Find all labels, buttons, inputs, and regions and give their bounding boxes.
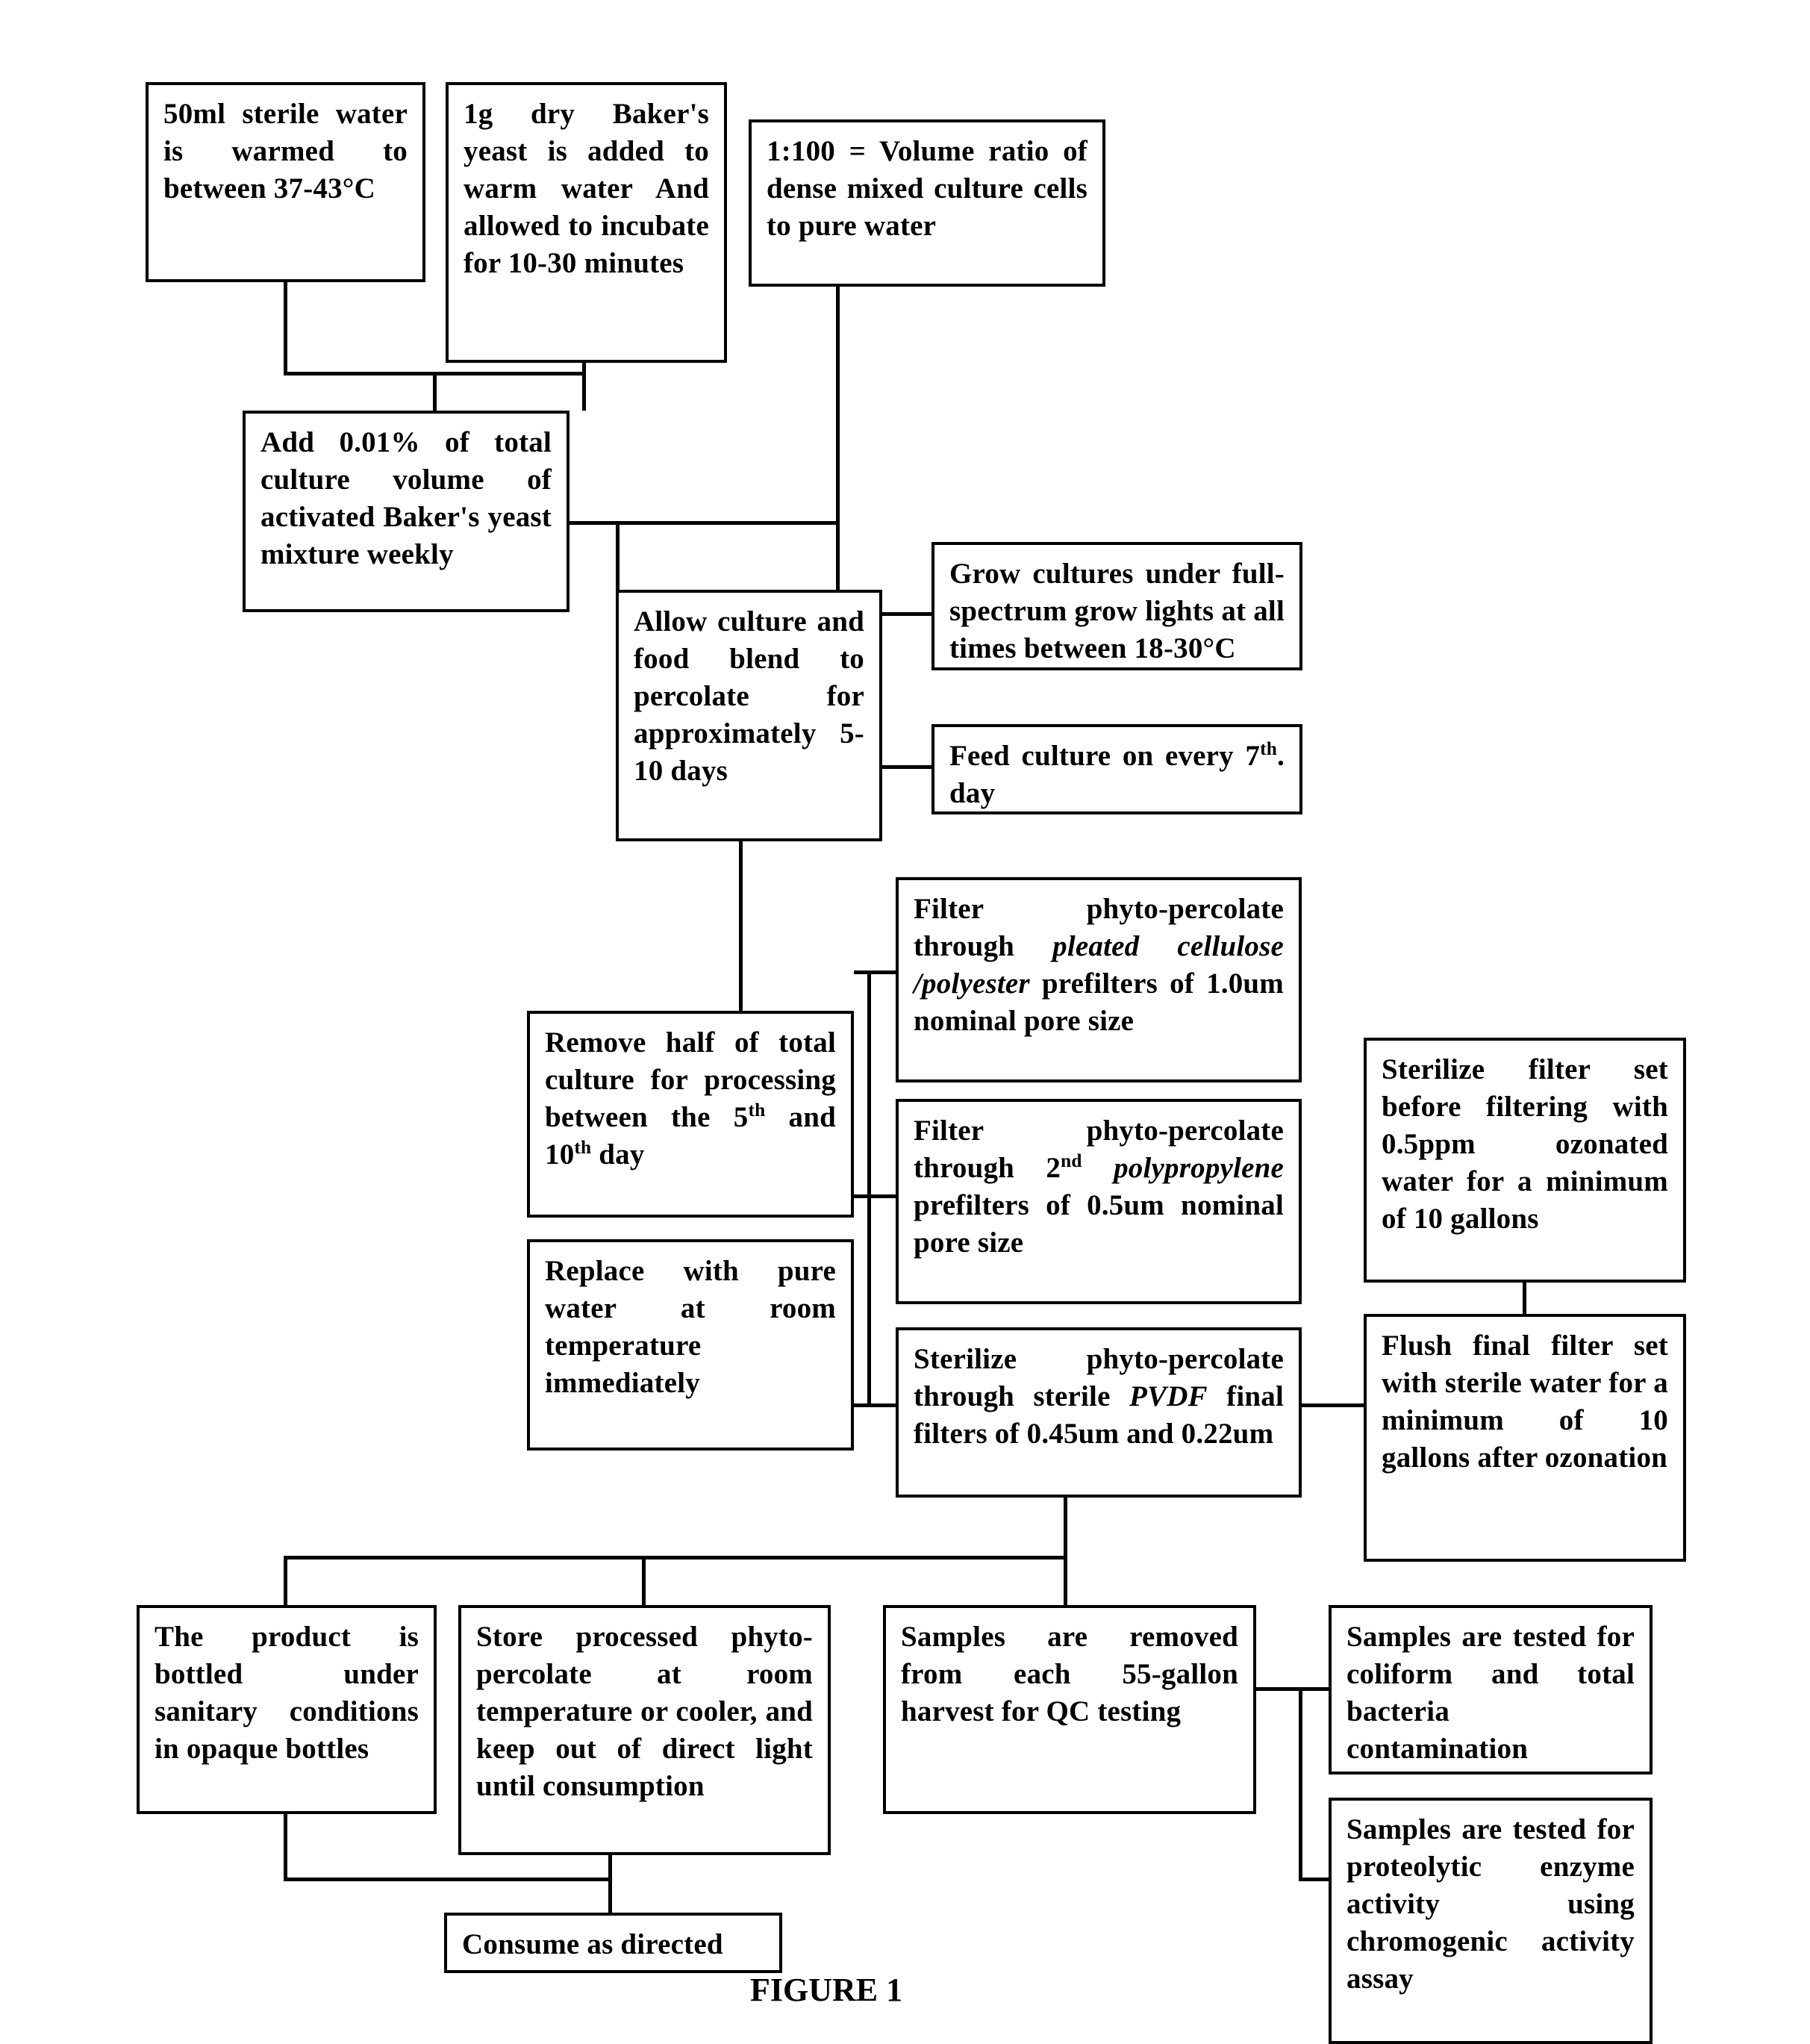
node-store-percolate: Store processed phyto-percolate at room … (458, 1605, 831, 1855)
connector (608, 1855, 612, 1913)
connector (582, 363, 586, 411)
connector (284, 282, 287, 376)
node-add-yeast-weekly: Add 0.01% of total culture volume of act… (243, 411, 569, 612)
connector (616, 521, 620, 590)
node-grow-lights: Grow cultures under full-spectrum grow l… (931, 542, 1302, 670)
node-test-proteolytic: Samples are tested for proteolytic enzym… (1329, 1798, 1653, 2044)
node-bottled: The product is bottled under sanitary co… (137, 1605, 437, 1814)
node-qc-samples: Samples are removed from each 55-gallon … (883, 1605, 1256, 1814)
node-sterilize-filter-set: Sterilize filter set before filtering wi… (1364, 1038, 1686, 1283)
node-flush-filter-set: Flush final filter set with sterile wate… (1364, 1314, 1686, 1562)
node-volume-ratio: 1:100 = Volume ratio of dense mixed cult… (749, 119, 1105, 287)
connector (854, 1194, 896, 1198)
connector (284, 1556, 287, 1605)
node-test-coliform: Samples are tested for coliform and tota… (1329, 1605, 1653, 1775)
connector (1299, 1687, 1302, 1881)
flowchart-canvas: 50ml sterile water is warmed to between … (0, 0, 1810, 2021)
figure-caption: FIGURE 1 (750, 1971, 902, 2009)
connector (284, 1878, 612, 1881)
connector (1064, 1556, 1067, 1605)
node-pvdf-filters: Sterilize phyto-percolate through steril… (896, 1327, 1302, 1498)
connector (882, 612, 931, 616)
connector (739, 841, 743, 1011)
node-feed-7th-day: Feed culture on every 7th. day (931, 724, 1302, 814)
node-filter-cellulose: Filter phyto-percolate through pleated c… (896, 877, 1302, 1082)
connector (642, 1556, 646, 1605)
connector (1064, 1498, 1067, 1557)
connector (1523, 1283, 1526, 1314)
connector (284, 1556, 1067, 1560)
node-percolate-5-10: Allow culture and food blend to percolat… (616, 590, 882, 841)
connector (836, 287, 840, 593)
connector (854, 970, 896, 974)
connector (854, 1403, 896, 1407)
connector (433, 372, 437, 411)
connector (867, 970, 871, 1407)
connector (569, 521, 840, 525)
node-consume: Consume as directed (444, 1913, 782, 1973)
connector (1256, 1687, 1329, 1691)
node-filter-polypropylene: Filter phyto-percolate through 2nd polyp… (896, 1099, 1302, 1304)
node-replace-pure-water: Replace with pure water at room temperat… (527, 1239, 854, 1451)
node-sterile-water: 50ml sterile water is warmed to between … (146, 82, 425, 282)
connector (1302, 1403, 1364, 1407)
node-bakers-yeast: 1g dry Baker's yeast is added to warm wa… (446, 82, 727, 363)
connector (1299, 1878, 1329, 1881)
connector (284, 1814, 287, 1881)
connector (882, 765, 931, 769)
node-remove-half: Remove half of total culture for process… (527, 1011, 854, 1218)
